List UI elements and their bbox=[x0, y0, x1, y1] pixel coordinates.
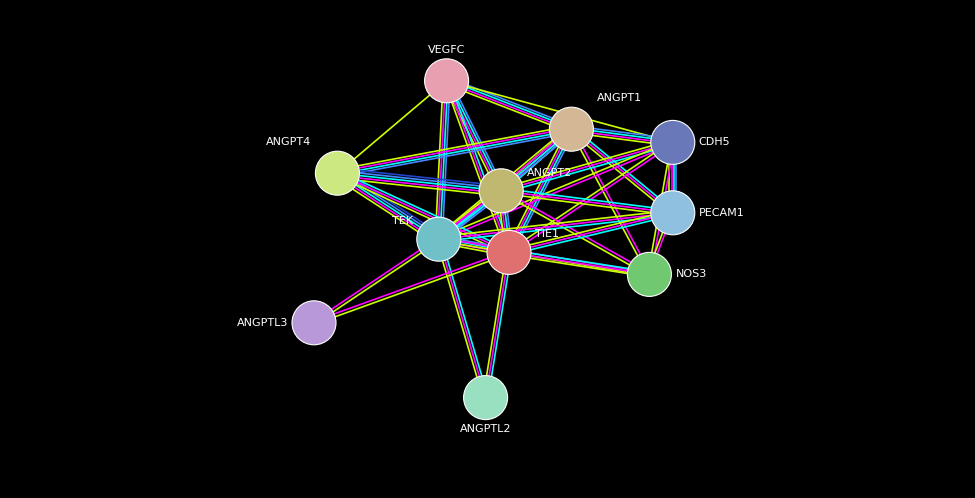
Text: ANGPTL3: ANGPTL3 bbox=[237, 318, 288, 328]
Circle shape bbox=[650, 121, 695, 164]
Text: PECAM1: PECAM1 bbox=[699, 208, 745, 218]
Circle shape bbox=[424, 59, 469, 103]
Circle shape bbox=[416, 217, 461, 261]
Circle shape bbox=[463, 375, 508, 420]
Circle shape bbox=[549, 107, 594, 151]
Text: CDH5: CDH5 bbox=[699, 137, 730, 147]
Circle shape bbox=[315, 151, 360, 195]
Text: NOS3: NOS3 bbox=[676, 269, 707, 279]
Circle shape bbox=[627, 252, 672, 296]
Text: TIE1: TIE1 bbox=[535, 230, 559, 240]
Text: VEGFC: VEGFC bbox=[428, 45, 465, 55]
Circle shape bbox=[487, 231, 531, 274]
Circle shape bbox=[650, 191, 695, 235]
Circle shape bbox=[479, 169, 524, 213]
Text: ANGPT2: ANGPT2 bbox=[527, 168, 572, 178]
Text: ANGPT1: ANGPT1 bbox=[598, 93, 643, 103]
Circle shape bbox=[292, 301, 336, 345]
Text: ANGPT4: ANGPT4 bbox=[266, 137, 311, 147]
Text: TEK: TEK bbox=[392, 216, 412, 226]
Text: ANGPTL2: ANGPTL2 bbox=[460, 424, 511, 434]
